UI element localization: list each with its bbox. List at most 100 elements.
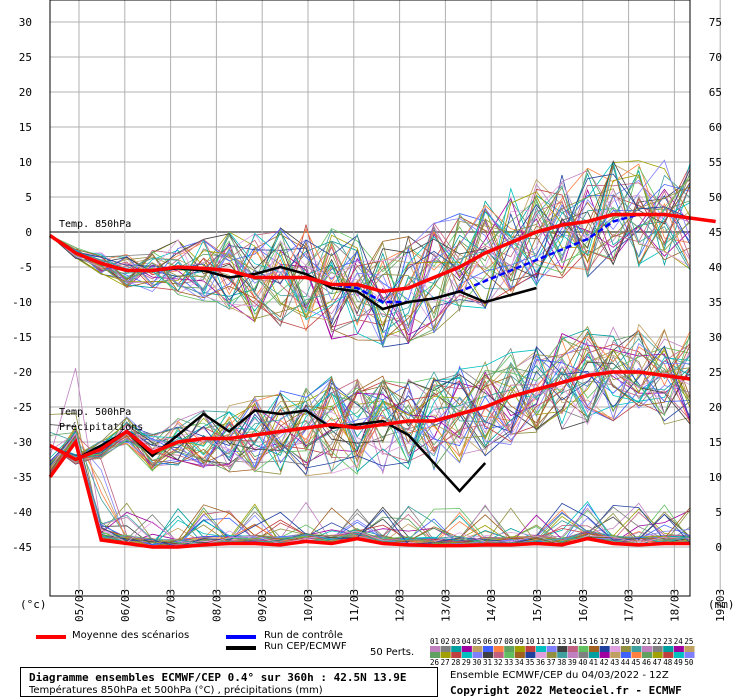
left-tick-label: 10 <box>19 156 32 169</box>
date-tick-label: 05/03 <box>73 589 86 622</box>
left-tick-label: -25 <box>12 401 32 414</box>
legend-mean-label: Moyenne des scénarios <box>72 630 190 641</box>
ensemble-member-t500 <box>49 333 691 463</box>
pert-swatch <box>440 652 451 658</box>
pert-number: 24 <box>674 637 684 646</box>
ensemble-member-precip <box>49 432 691 545</box>
left-axis-unit: (°c) <box>20 598 47 611</box>
legend-mean-swatch <box>36 635 66 639</box>
pert-swatch <box>440 646 451 652</box>
date-tick-label: 07/03 <box>165 589 178 622</box>
pert-number: 12 <box>547 637 556 646</box>
right-tick-label: 70 <box>709 51 722 64</box>
pert-number: 31 <box>483 658 492 667</box>
left-tick-label: -45 <box>12 541 32 554</box>
pert-number: 46 <box>642 658 652 667</box>
legend-perts-label: 50 Perts. <box>370 647 415 658</box>
pert-number: 41 <box>589 658 598 667</box>
date-tick-label: 17/03 <box>623 589 636 622</box>
date-tick-label: 14/03 <box>485 589 498 622</box>
pert-number: 08 <box>504 637 514 646</box>
date-tick-label: 13/03 <box>439 589 452 622</box>
pert-swatch <box>546 646 557 652</box>
pert-swatch <box>589 646 600 652</box>
date-tick-label: 12/03 <box>394 589 407 622</box>
left-tick-label: -20 <box>12 366 32 379</box>
pert-swatch <box>567 646 578 652</box>
ensemble-member-t850 <box>49 161 691 346</box>
legend-control-swatch <box>226 635 256 639</box>
perturbation-color-grid: 01 26 02 27 03 28 04 29 05 30 06 31 07 32 08 33 09 34 10 35… <box>430 637 695 667</box>
ensemble-member-t500 <box>49 344 691 473</box>
copyright: Copyright 2022 Meteociel.fr - ECMWF <box>450 684 682 697</box>
pert-number: 22 <box>653 637 662 646</box>
legend-operational-swatch <box>226 646 256 650</box>
mean-precip <box>48 437 690 549</box>
ensemble-member-t850 <box>49 173 691 310</box>
ensemble-member-t850 <box>49 188 691 340</box>
ensemble-member-t500 <box>49 329 691 465</box>
ensemble-member-t500 <box>49 345 691 469</box>
ensemble-member-t850 <box>49 179 691 348</box>
pert-swatch <box>652 652 663 658</box>
pert-swatch <box>430 646 441 652</box>
right-tick-label: 20 <box>709 401 722 414</box>
precip-annotation: Précipitations <box>59 421 143 433</box>
pert-number: 06 <box>483 637 493 646</box>
pert-number: 37 <box>547 658 556 667</box>
ensemble-member-t500 <box>49 335 691 475</box>
pert-number: 10 <box>525 637 535 646</box>
pert-number: 29 <box>462 658 471 667</box>
pert-number: 25 <box>684 637 693 646</box>
pert-swatch <box>610 652 621 658</box>
pert-number: 14 <box>568 637 578 646</box>
date-tick-label: 11/03 <box>348 589 361 622</box>
pert-number: 13 <box>557 637 566 646</box>
pert-swatch <box>430 652 441 658</box>
pert-swatch <box>557 646 568 652</box>
pert-number: 07 <box>494 637 503 646</box>
ensemble-member-t500 <box>49 354 691 467</box>
ensemble-member-t500 <box>49 342 690 468</box>
pert-swatch <box>504 646 515 652</box>
pert-swatch <box>599 646 610 652</box>
ensemble-member-t500 <box>49 329 691 473</box>
pert-swatch <box>536 646 547 652</box>
ensemble-member-precip <box>49 433 691 548</box>
pert-swatch <box>472 652 483 658</box>
pert-number: 44 <box>621 658 631 667</box>
right-tick-label: 45 <box>709 226 722 239</box>
pert-swatch <box>567 652 578 658</box>
legend-operational-label: Run CEP/ECMWF <box>264 641 347 652</box>
t850-annotation: Temp. 850hPa <box>59 219 131 230</box>
chart-subtitle: Températures 850hPa et 500hPa (°C) , pré… <box>29 685 323 696</box>
mean-t850 <box>49 212 716 294</box>
pert-number: 17 <box>600 637 609 646</box>
pert-number: 48 <box>663 658 673 667</box>
date-tick-label: 15/03 <box>531 589 544 622</box>
pert-swatch <box>631 646 642 652</box>
pert-swatch <box>514 646 525 652</box>
ensemble-member-t850 <box>49 165 691 328</box>
pert-swatch <box>493 646 504 652</box>
info-box: Diagramme ensembles ECMWF/CEP 0.4° sur 3… <box>20 667 438 697</box>
pert-swatch <box>483 646 494 652</box>
left-tick-label: 20 <box>19 86 32 99</box>
t500-annotation: Temp. 500hPa <box>59 407 131 418</box>
plot-frame <box>49 0 691 597</box>
date-tick-label: 08/03 <box>210 589 223 622</box>
pert-number: 15 <box>578 637 587 646</box>
right-tick-label: 30 <box>709 331 722 344</box>
main-series <box>48 212 716 549</box>
right-tick-label: 0 <box>715 541 722 554</box>
pert-number: 23 <box>663 637 672 646</box>
ensemble-member-t850 <box>49 168 691 343</box>
ensemble-member-precip <box>49 435 691 546</box>
left-tick-label: 0 <box>25 226 32 239</box>
pert-swatch <box>514 652 525 658</box>
pert-swatch <box>684 652 695 658</box>
pert-swatch <box>631 652 642 658</box>
pert-swatch <box>483 652 494 658</box>
left-tick-label: -15 <box>12 331 32 344</box>
